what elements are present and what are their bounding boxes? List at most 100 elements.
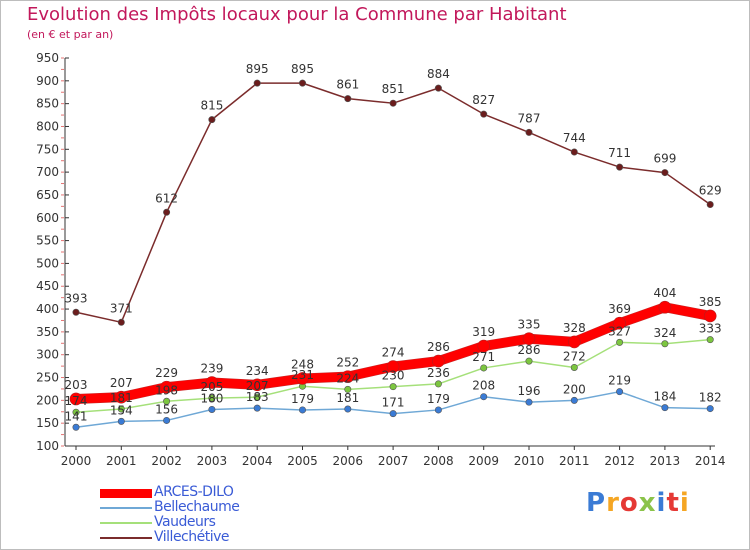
data-label: 895 <box>246 62 269 76</box>
logo-letter: t <box>666 488 680 518</box>
y-tick-label: 400 <box>36 302 59 316</box>
data-label: 895 <box>291 62 314 76</box>
data-point <box>296 372 309 385</box>
data-label: 699 <box>653 152 676 166</box>
data-point <box>117 318 125 326</box>
data-point <box>661 340 669 348</box>
data-label: 219 <box>608 374 631 388</box>
x-tick-label: 2006 <box>333 454 364 468</box>
data-label: 205 <box>200 380 223 394</box>
data-point <box>253 79 261 87</box>
logo-letter: P <box>586 488 607 518</box>
y-tick-label: 450 <box>36 279 59 293</box>
x-tick-label: 2008 <box>423 454 454 468</box>
legend-label: ARCES-DILO <box>154 484 234 500</box>
data-point <box>616 338 624 346</box>
data-point <box>115 390 128 404</box>
data-label: 272 <box>563 349 586 363</box>
y-tick-label: 150 <box>36 416 59 430</box>
data-point <box>706 405 714 413</box>
data-label: 333 <box>699 322 722 336</box>
data-point <box>661 404 669 412</box>
x-tick-label: 2010 <box>514 454 545 468</box>
x-tick-label: 2007 <box>378 454 409 468</box>
data-point <box>205 376 219 389</box>
data-point <box>117 405 125 413</box>
data-label: 141 <box>65 409 88 423</box>
data-point <box>477 339 491 353</box>
data-point <box>344 405 352 413</box>
data-label: 180 <box>200 391 223 405</box>
logo-letter: o <box>619 488 639 518</box>
data-label: 196 <box>518 384 541 398</box>
data-point <box>616 163 624 171</box>
data-point <box>480 393 488 401</box>
data-label: 179 <box>427 392 450 406</box>
data-label: 182 <box>699 391 722 405</box>
data-label: 324 <box>653 326 676 340</box>
logo-letter: r <box>606 488 620 518</box>
data-label: 851 <box>382 82 405 96</box>
data-label: 274 <box>382 346 405 360</box>
data-label: 286 <box>427 340 450 354</box>
data-label: 179 <box>291 392 314 406</box>
data-label: 200 <box>563 382 586 396</box>
y-tick-label: 900 <box>36 74 59 88</box>
x-tick-label: 2004 <box>242 454 273 468</box>
data-label: 230 <box>382 369 405 383</box>
chart-subtitle: (en € et par an) <box>27 28 114 41</box>
data-point <box>432 354 445 368</box>
data-label: 861 <box>336 78 359 92</box>
data-point <box>208 116 216 124</box>
data-point <box>570 363 578 371</box>
data-point <box>570 396 578 404</box>
legend-label: Vaudeurs <box>154 514 216 530</box>
x-tick-label: 2001 <box>106 454 137 468</box>
x-tick-label: 2003 <box>197 454 228 468</box>
legend-label: Villechétive <box>154 529 230 545</box>
data-label: 404 <box>653 286 676 300</box>
y-tick-label: 750 <box>36 142 59 156</box>
data-point <box>434 406 442 414</box>
y-tick-label: 650 <box>36 188 59 202</box>
data-point <box>253 393 261 401</box>
y-tick-label: 600 <box>36 211 59 225</box>
logo-letter: i <box>679 488 690 518</box>
data-point <box>72 408 80 416</box>
data-point <box>163 208 171 216</box>
legend-swatch <box>100 507 152 509</box>
data-label: 328 <box>563 321 586 335</box>
data-label: 744 <box>563 131 586 145</box>
y-tick-label: 500 <box>36 256 59 270</box>
data-point <box>434 380 442 388</box>
data-label: 174 <box>65 394 88 408</box>
x-tick-label: 2005 <box>287 454 318 468</box>
data-label: 156 <box>155 402 178 416</box>
data-point <box>389 410 397 418</box>
data-label: 629 <box>699 184 722 198</box>
x-tick-label: 2012 <box>604 454 635 468</box>
data-label: 171 <box>382 396 405 410</box>
data-point <box>163 397 171 405</box>
data-label: 335 <box>518 318 541 332</box>
data-point <box>703 309 717 323</box>
data-label: 252 <box>336 356 359 370</box>
data-point <box>658 300 672 314</box>
x-tick-label: 2009 <box>468 454 499 468</box>
data-label: 208 <box>472 379 495 393</box>
x-tick-label: 2013 <box>650 454 681 468</box>
legend-label: Bellechaume <box>154 499 240 515</box>
data-point <box>72 423 80 431</box>
data-point <box>386 360 400 373</box>
data-point <box>163 416 171 424</box>
data-point <box>567 335 581 349</box>
data-point <box>616 388 624 396</box>
data-label: 393 <box>65 291 88 305</box>
data-point <box>706 201 714 209</box>
data-label: 181 <box>336 391 359 405</box>
data-label: 239 <box>200 362 223 376</box>
data-label: 371 <box>110 301 133 315</box>
data-point <box>389 383 397 391</box>
